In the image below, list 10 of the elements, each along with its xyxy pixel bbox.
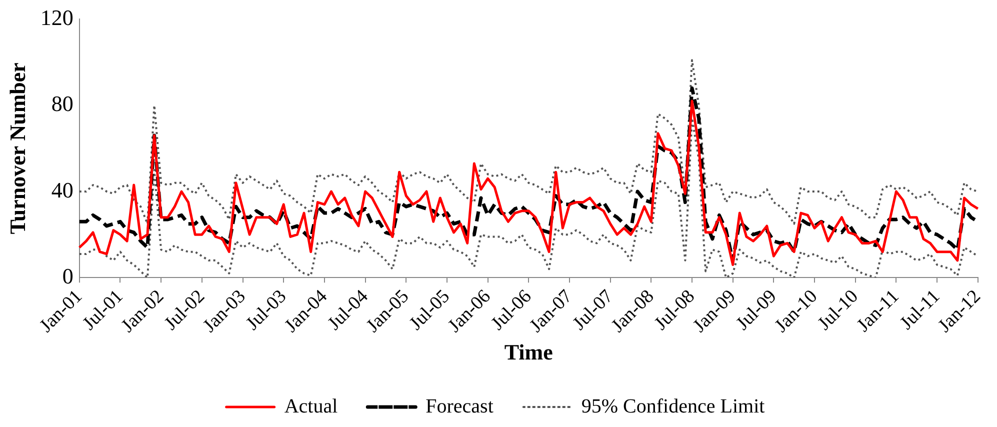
x-axis-title: Time [504,339,554,364]
line-series [78,59,979,225]
y-tick-label: 80 [51,91,74,116]
y-axis-title: Turnover Number [4,62,30,234]
legend-label: Actual [284,395,338,418]
y-tick-label: 40 [51,177,74,202]
y-tick-label: 120 [40,4,74,30]
y-tick-label: 0 [62,263,74,288]
legend-label: 95% Confidence Limit [581,395,766,418]
legend-label: Forecast [426,395,494,418]
